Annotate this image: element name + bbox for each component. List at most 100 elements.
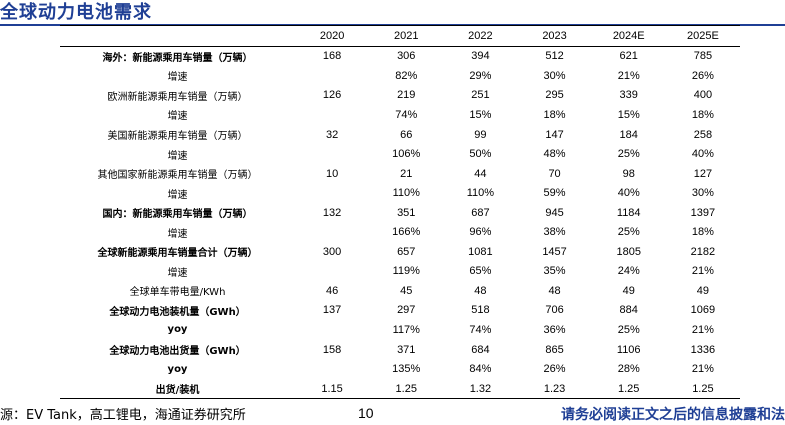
table-cell: 21% [691,265,714,278]
table-cell: 1.23 [517,378,592,400]
table-cell: 657 [397,245,416,258]
table-cell: 29% [469,69,492,82]
table-cell: 166% [392,226,421,239]
table-cell: 10 [325,167,339,180]
table-cell: 400 [693,89,713,102]
table-cell: 65% [469,265,492,278]
table-cell: 110% [466,187,495,200]
table-cell: 18% [691,108,714,121]
table-row: 增速 106% 50% 48% 25% 40% [60,144,740,164]
row-label: 增速 [167,72,188,84]
table-cell: 25% [617,148,640,161]
table-row: 全球动力电池装机量（GWh） 137 297 518 706 884 1069 [60,301,740,321]
table-cell: 945 [545,206,564,219]
table-cell: 30% [691,187,714,200]
table-cell: 258 [693,128,713,141]
table-cell: 339 [619,89,638,102]
row-label: yoy [167,363,188,375]
table-cell: 36% [543,323,566,336]
table-cell: 119% [392,265,420,278]
table-cell: 884 [619,304,638,317]
table-row: 增速 166% 96% 38% 25% 18% [60,222,740,242]
table-cell: 48 [474,284,487,297]
table-cell: 297 [397,304,416,317]
table-cell: 127 [693,167,713,180]
table-cell: 621 [619,50,638,63]
table-row: 增速 119% 65% 35% 24% 21% [60,262,740,282]
table-cell: 18% [691,226,714,239]
table-cell: 74% [469,323,492,336]
table-cell [295,66,369,86]
table-cell: 147 [545,128,564,141]
table-cell: 1336 [690,343,716,356]
table-cell: 40% [617,187,640,200]
table-cell: 351 [397,206,416,219]
table-cell: 32 [325,128,339,141]
table-cell: 25% [617,323,640,336]
table-cell: 785 [693,50,713,63]
table-cell: 2182 [690,245,716,258]
row-label: 欧洲新能源乘用车销量（万辆） [107,91,248,103]
table-cell [295,320,369,340]
row-label: 增速 [167,189,188,201]
column-header: 2025E [665,25,740,47]
column-header: 2020 [295,25,370,47]
table-cell: 48% [543,148,566,161]
title-divider [0,24,785,26]
row-label: 增速 [167,267,188,279]
table-cell: 38% [543,226,566,239]
page-title: 全球动力电池需求 [0,2,152,23]
table-cell: 132 [322,206,342,219]
table-row: 全球新能源乘用车销量合计（万辆） 300 657 1081 1457 1805 2182 [60,242,740,262]
table-cell: 40% [691,148,714,161]
table-cell: 1.32 [443,378,518,400]
table-cell: 106% [392,148,421,161]
table-cell: 219 [397,89,416,102]
row-label: 全球单车带电量/KWh [129,287,226,299]
table-cell: 1.15 [295,378,370,400]
table-cell: 110% [392,187,420,200]
table-header-row: 2020 2021 2022 2023 2024E 2025E [60,25,740,47]
table-cell: 15% [617,108,640,121]
table-cell: 135% [392,363,421,376]
table-cell: 25% [617,226,640,239]
column-header: 2021 [369,25,444,47]
column-header: 2022 [443,25,518,47]
table-cell: 371 [397,343,416,356]
table-cell: 1397 [690,206,716,219]
table-cell: 49 [696,284,710,297]
row-label: yoy [167,324,188,336]
table-cell: 98 [622,167,635,180]
table-cell: 70 [548,167,561,180]
table-cell: 1184 [616,206,641,219]
table-row: 增速 74% 15% 18% 15% 18% [60,105,740,125]
table-cell: 300 [322,245,342,258]
table-cell: 49 [622,284,635,297]
table-cell: 865 [545,343,564,356]
table-cell [295,183,369,203]
table-cell [295,262,369,282]
column-header: 2024E [591,25,666,47]
table-row: 出货/装机 1.15 1.25 1.32 1.23 1.25 1.25 [60,378,740,400]
table-cell: 684 [471,343,490,356]
row-label: 海外：新能源乘用车销量（万辆） [102,52,253,64]
disclosure-notice: 请务必阅读正文之后的信息披露和法 [561,407,785,423]
row-label: 增速 [167,228,188,240]
table-cell: 26% [543,363,566,376]
table-cell: 687 [471,206,490,219]
table-cell: 117% [392,323,420,336]
table-cell: 30% [543,69,566,82]
column-header: 2023 [517,25,592,47]
table-cell: 50% [469,148,492,161]
table-cell: 1106 [616,343,641,356]
table-row: 全球单车带电量/KWh 46 45 48 48 49 49 [60,281,740,301]
table-row: yoy 117% 74% 36% 25% 21% [60,320,740,340]
table-row: 欧洲新能源乘用车销量（万辆） 126 219 251 295 339 400 [60,86,740,106]
table-cell: 1457 [542,245,567,258]
table-cell: 28% [617,363,640,376]
table-cell: 45 [400,284,413,297]
table-cell: 158 [322,343,342,356]
column-header [60,25,296,47]
row-label: 其他国家新能源乘用车销量（万辆） [97,170,258,182]
table-cell [295,222,369,242]
